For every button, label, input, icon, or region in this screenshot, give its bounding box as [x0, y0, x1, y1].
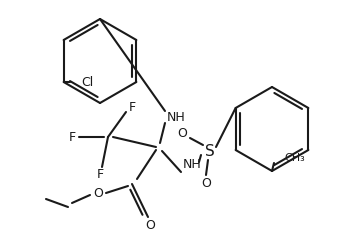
- Text: NH: NH: [167, 111, 186, 124]
- Text: F: F: [68, 131, 75, 144]
- Text: CH₃: CH₃: [284, 152, 305, 162]
- Text: F: F: [97, 168, 104, 181]
- Text: NH: NH: [183, 158, 202, 171]
- Text: Cl: Cl: [82, 76, 94, 89]
- Text: O: O: [145, 219, 155, 232]
- Text: S: S: [205, 144, 215, 159]
- Text: F: F: [129, 101, 136, 114]
- Text: O: O: [201, 177, 211, 190]
- Text: O: O: [93, 187, 103, 200]
- Text: O: O: [177, 127, 187, 140]
